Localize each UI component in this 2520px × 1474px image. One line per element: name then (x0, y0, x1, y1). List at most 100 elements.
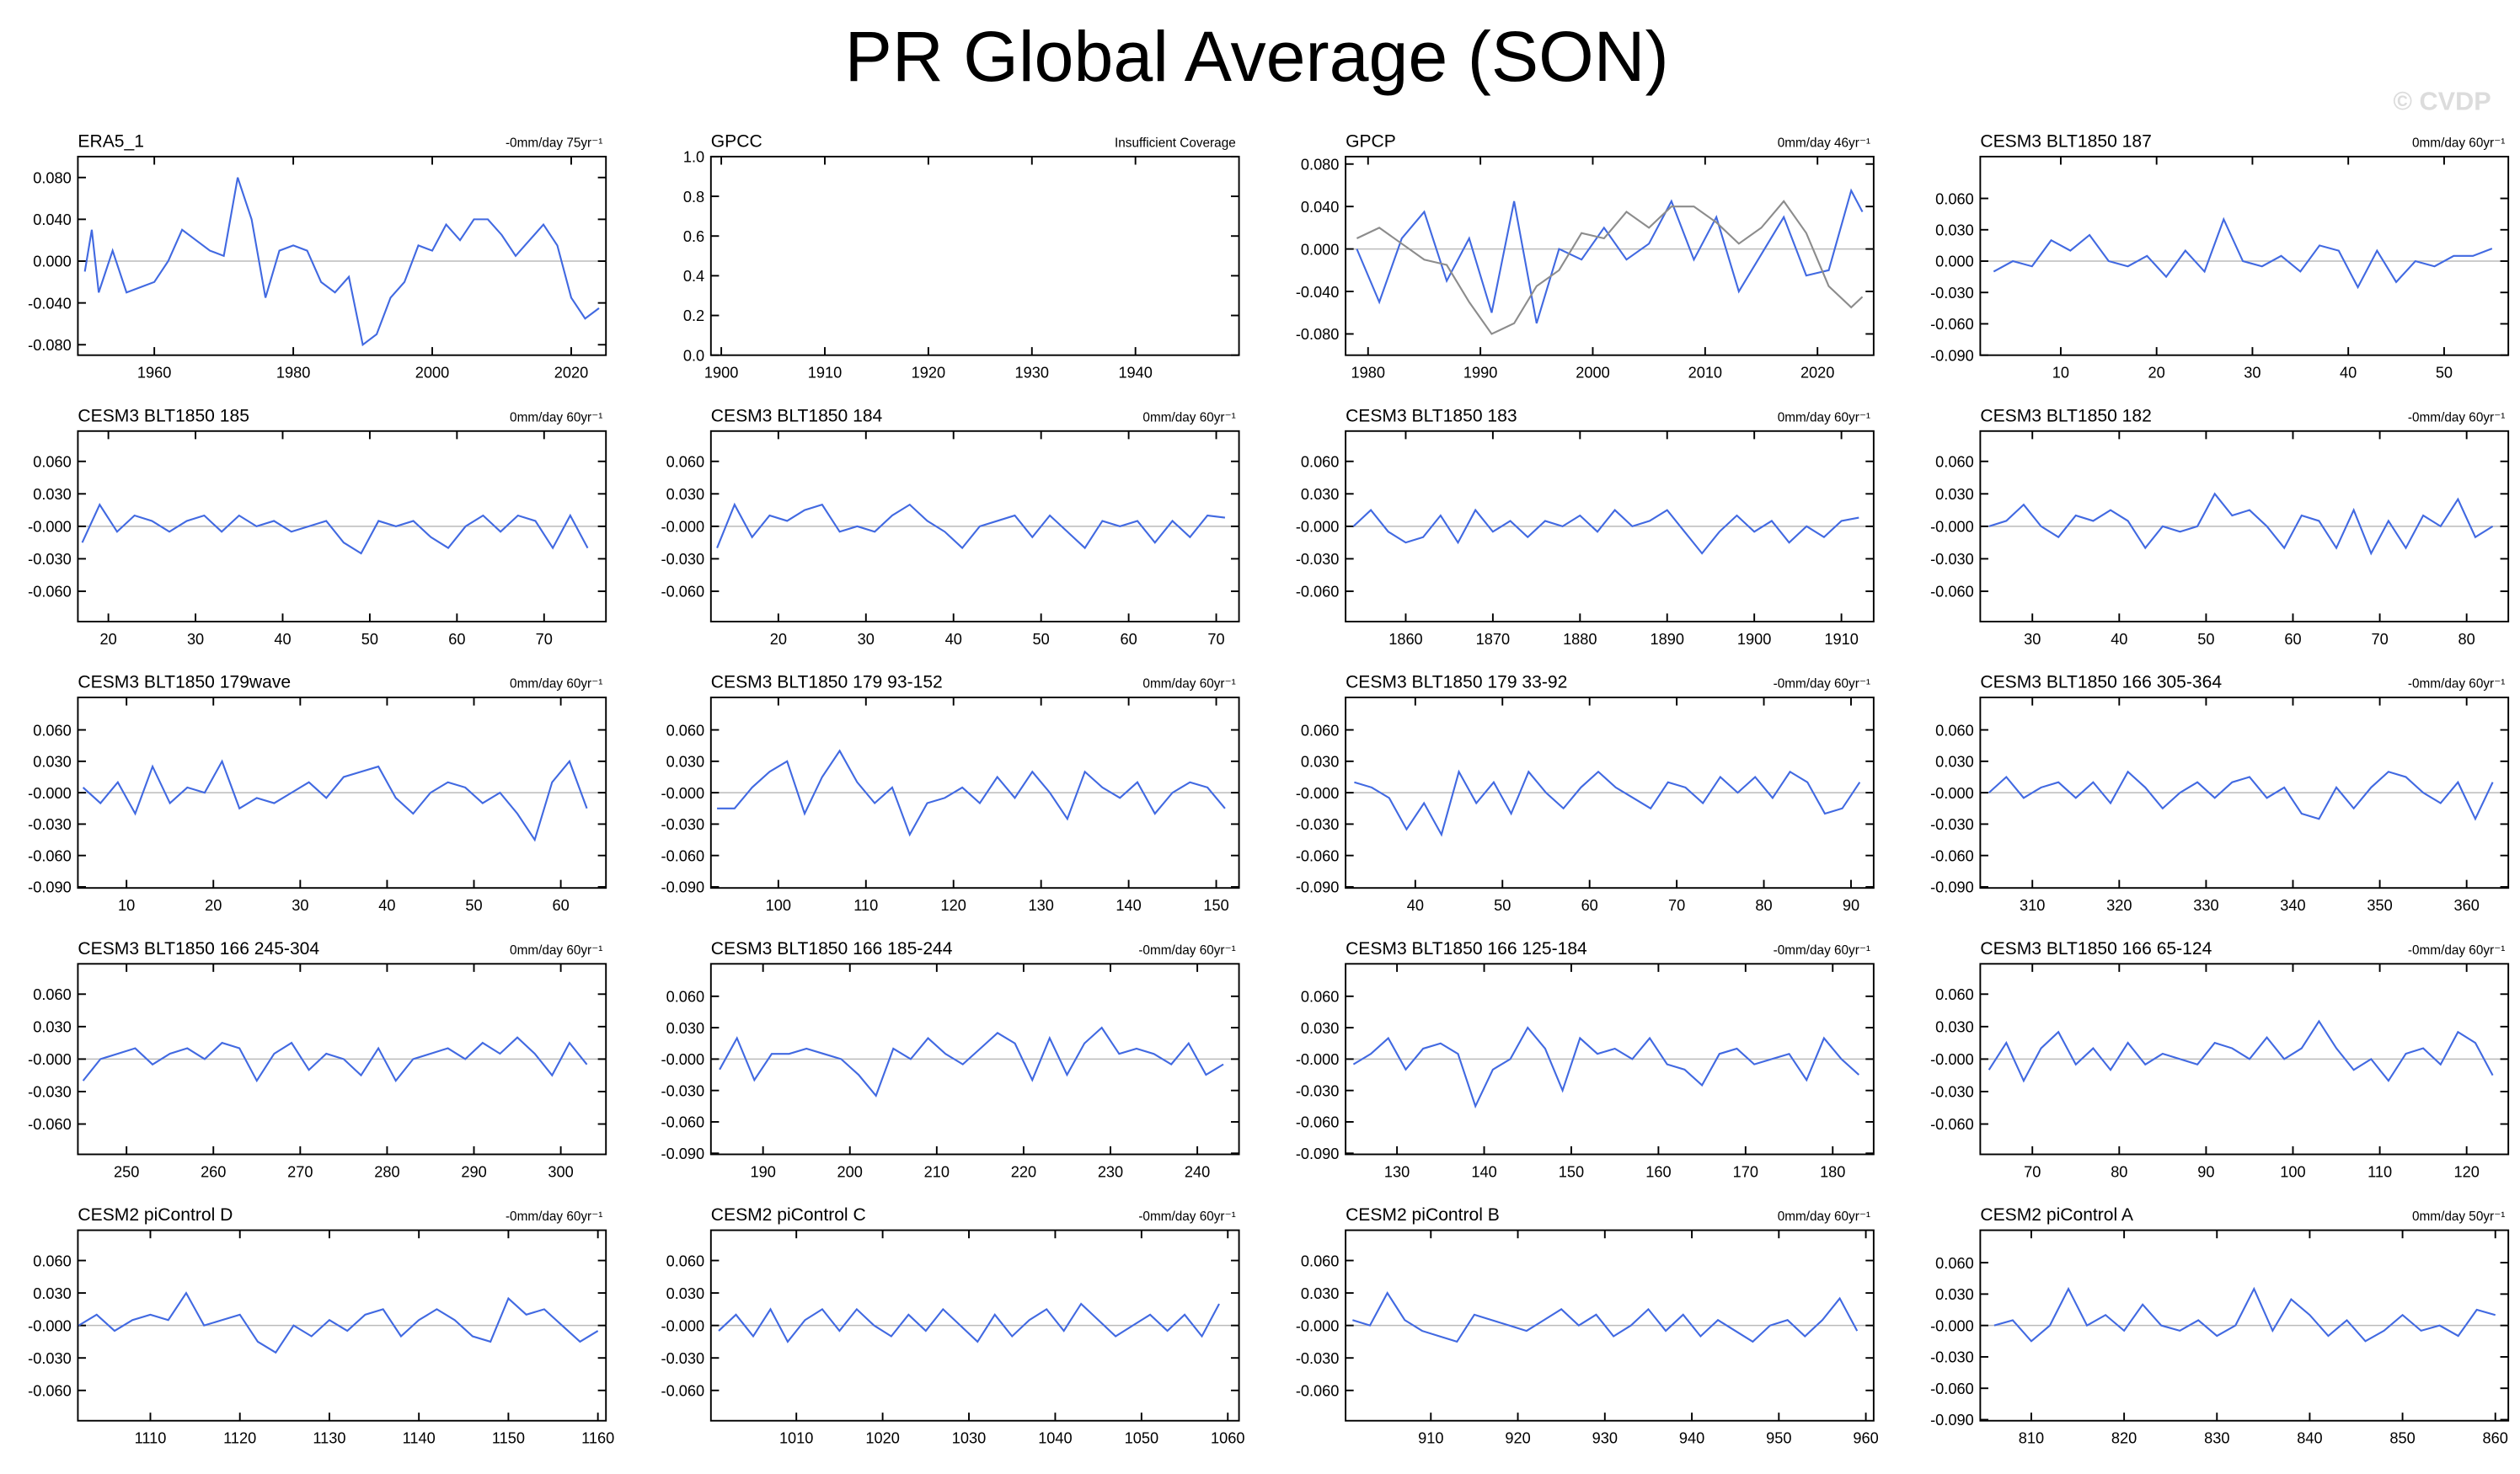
panel-trend: -0mm/day 60yr⁻¹ (2408, 410, 2505, 425)
y-tick-label: -0.030 (1296, 551, 1340, 568)
panel-trend: -0mm/day 60yr⁻¹ (506, 1210, 602, 1224)
series-line (1988, 770, 2494, 821)
series-line (1988, 1019, 2494, 1083)
x-tick-label: 300 (548, 1163, 573, 1180)
y-tick-label: -0.090 (1930, 347, 1974, 364)
panel-trend: -0mm/day 75yr⁻¹ (506, 136, 602, 150)
x-tick-label: 850 (2389, 1430, 2415, 1447)
x-tick-label: 330 (2193, 897, 2218, 914)
x-tick-label: 60 (1581, 897, 1598, 914)
panel-title: CESM3 BLT1850 182 (1980, 406, 2151, 425)
y-tick-label: 0.030 (1301, 1020, 1340, 1037)
x-tick-label: 40 (2340, 365, 2357, 382)
y-tick-label: 0.060 (1935, 453, 1974, 470)
series-line (1352, 1026, 1859, 1109)
x-tick-label: 40 (2111, 631, 2127, 648)
panel-title: ERA5_1 (78, 131, 144, 151)
y-tick-label: 0.060 (666, 1252, 705, 1269)
y-tick-label: -0.060 (661, 1382, 705, 1399)
y-tick-label: -0.030 (1296, 816, 1340, 833)
y-tick-label: -0.030 (661, 816, 705, 833)
x-tick-label: 2010 (1688, 365, 1722, 382)
x-tick-label: 20 (770, 631, 787, 648)
y-tick-label: -0.030 (1930, 816, 1974, 833)
y-tick-label: -0.040 (1296, 284, 1340, 301)
panel-title: CESM2 piControl D (78, 1205, 233, 1225)
panel-title: CESM3 BLT1850 187 (1980, 131, 2151, 151)
y-tick-label: 0.030 (1935, 1286, 1974, 1303)
x-tick-label: 130 (1384, 1163, 1410, 1180)
x-tick-label: 820 (2111, 1430, 2137, 1447)
x-tick-label: 1960 (137, 365, 171, 382)
series-line (1356, 200, 1864, 335)
x-tick-label: 1900 (704, 365, 738, 382)
panel-title: CESM2 piControl B (1346, 1205, 1500, 1225)
y-tick-label: 0.060 (33, 1252, 72, 1269)
series-line (81, 502, 589, 555)
x-tick-label: 810 (2019, 1430, 2044, 1447)
x-tick-label: 30 (2244, 365, 2261, 382)
y-tick-label: 0.030 (1935, 1019, 1974, 1036)
x-tick-label: 350 (2367, 897, 2392, 914)
y-tick-label: -0.060 (1296, 1114, 1340, 1131)
series-line (1354, 769, 1861, 837)
y-tick-label: -0.000 (661, 785, 705, 802)
plot-frame (77, 155, 607, 356)
y-tick-label: 0.060 (33, 453, 72, 470)
x-tick-label: 110 (2368, 1163, 2392, 1180)
y-tick-label: 0.030 (33, 754, 72, 771)
x-tick-label: 40 (1407, 897, 1424, 914)
panel-trend: -0mm/day 60yr⁻¹ (2408, 677, 2505, 692)
panel-trend: -0mm/day 60yr⁻¹ (1138, 1210, 1235, 1224)
y-tick-label: -0.000 (1930, 1317, 1974, 1334)
watermark: © CVDP (2393, 87, 2491, 115)
y-tick-label: -0.060 (1930, 1381, 1974, 1397)
x-tick-label: 90 (2197, 1163, 2214, 1180)
x-tick-label: 840 (2297, 1430, 2322, 1447)
panel-title: GPCC (711, 131, 762, 151)
x-tick-label: 170 (1733, 1163, 1758, 1180)
y-tick-label: 0.060 (1935, 722, 1974, 739)
panel-title: CESM3 BLT1850 166 245-304 (78, 939, 319, 959)
y-tick-label: -0.060 (1296, 847, 1340, 864)
x-tick-label: 40 (378, 897, 395, 914)
x-tick-label: 150 (1559, 1163, 1584, 1180)
y-tick-label: 0.080 (1301, 156, 1340, 173)
x-tick-label: 1940 (1118, 365, 1152, 382)
y-tick-label: -0.000 (1930, 519, 1974, 536)
panel-trend: 0mm/day 60yr⁻¹ (2412, 136, 2505, 150)
x-tick-label: 1040 (1038, 1430, 1072, 1447)
x-tick-label: 360 (2453, 897, 2479, 914)
series-line (717, 749, 1226, 837)
x-tick-label: 1010 (779, 1430, 813, 1447)
x-tick-label: 920 (1505, 1430, 1530, 1447)
x-tick-label: 90 (1843, 897, 1859, 914)
y-tick-label: 0.040 (33, 211, 72, 228)
y-tick-label: 0.060 (1301, 989, 1340, 1006)
y-tick-label: -0.000 (1930, 1051, 1974, 1068)
y-tick-label: -0.000 (1296, 1051, 1340, 1068)
y-tick-label: -0.030 (1930, 551, 1974, 568)
x-tick-label: 50 (1494, 897, 1511, 914)
series-line (716, 502, 1226, 550)
y-tick-label: 0.060 (1935, 1255, 1974, 1272)
panel-trend: 0mm/day 50yr⁻¹ (2412, 1210, 2505, 1224)
x-tick-label: 1930 (1015, 365, 1049, 382)
page-title: PR Global Average (SON) (845, 17, 1669, 96)
x-tick-label: 830 (2204, 1430, 2229, 1447)
x-tick-label: 230 (1098, 1163, 1123, 1180)
x-tick-label: 70 (2371, 631, 2388, 648)
y-tick-label: -0.060 (1930, 316, 1974, 333)
panel-title: GPCP (1346, 131, 1396, 151)
x-tick-label: 30 (2024, 631, 2041, 648)
x-tick-label: 310 (2020, 897, 2045, 914)
x-tick-label: 80 (2111, 1163, 2127, 1180)
x-tick-label: 270 (287, 1163, 313, 1180)
y-tick-label: -0.030 (1296, 1082, 1340, 1099)
y-tick-label: 0.2 (683, 307, 704, 324)
y-tick-label: 0.030 (666, 754, 705, 771)
x-tick-label: 930 (1592, 1430, 1618, 1447)
panel-title: CESM2 piControl A (1980, 1205, 2134, 1225)
y-tick-label: 0.060 (1301, 453, 1340, 470)
x-tick-label: 320 (2106, 897, 2132, 914)
